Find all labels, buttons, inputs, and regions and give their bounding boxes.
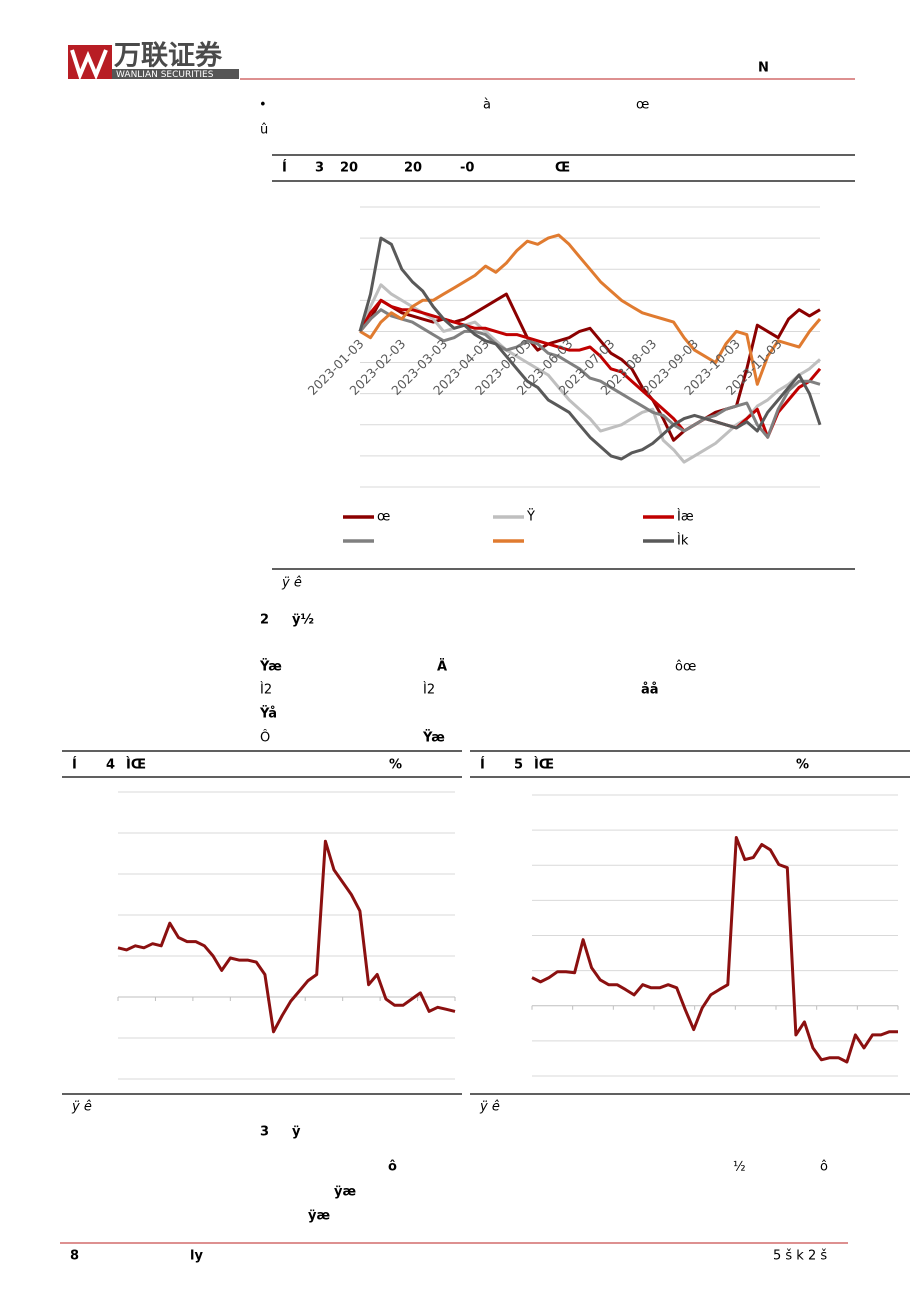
series-line [358, 236, 822, 461]
logo-cn: 万联证券 [114, 40, 223, 72]
text: Ä [437, 659, 447, 675]
caption: 20 [404, 161, 422, 176]
heading: ÿ [292, 1125, 301, 1140]
text: • [259, 98, 267, 113]
source: ÿ ê [281, 576, 302, 591]
page-number: 5 š k 2 š [773, 1249, 827, 1264]
text: Ì2 [423, 682, 435, 698]
logo-en: WANLIAN SECURITIES [116, 70, 214, 80]
header-mark: N [758, 61, 769, 76]
text: à [483, 98, 491, 113]
text: ½ [733, 1160, 746, 1175]
caption: ÌŒ [126, 757, 146, 773]
series-line [531, 836, 898, 1064]
caption: -0 [460, 161, 474, 176]
text: Ì2 [260, 682, 272, 698]
footer-text: ly [190, 1249, 203, 1264]
legend-label: Ìk [677, 533, 689, 549]
text: ôœ [675, 660, 696, 675]
caption: 5 [514, 758, 523, 773]
source: ÿ ê [479, 1100, 500, 1115]
heading: ÿ½ [292, 613, 314, 628]
text: ÿæ [334, 1185, 356, 1200]
text: Ÿæ [259, 659, 282, 675]
logo-band [112, 69, 239, 79]
caption: % [389, 758, 402, 773]
text: Ô [260, 730, 270, 746]
series-line [359, 233, 822, 386]
caption: Œ [555, 161, 570, 176]
series-line [117, 839, 456, 1034]
source: ÿ ê [71, 1100, 92, 1115]
heading-number: 2 [260, 613, 269, 628]
caption: ÌŒ [534, 757, 554, 773]
caption: 4 [106, 758, 115, 773]
text: Ÿå [259, 706, 277, 722]
caption: Í [72, 757, 77, 773]
logo-w [70, 49, 108, 81]
text: åå [641, 683, 659, 698]
legend-label: Ÿ [526, 509, 535, 525]
text: ô [388, 1160, 397, 1175]
footer-text: 8 [70, 1249, 79, 1264]
text: û [260, 123, 268, 138]
text: Ÿæ [422, 730, 445, 746]
text: ÿæ [308, 1209, 330, 1224]
caption: Í [282, 160, 287, 176]
heading-number: 3 [260, 1125, 269, 1140]
series-line [358, 298, 822, 439]
caption: 20 [340, 161, 358, 176]
caption: 3 [315, 161, 324, 176]
caption: % [796, 758, 809, 773]
text: œ [636, 98, 649, 113]
legend-label: œ [377, 510, 390, 525]
legend-label: Ìæ [677, 509, 694, 525]
caption: Í [480, 757, 485, 773]
text: ô [820, 1160, 828, 1175]
series-line [358, 308, 821, 439]
